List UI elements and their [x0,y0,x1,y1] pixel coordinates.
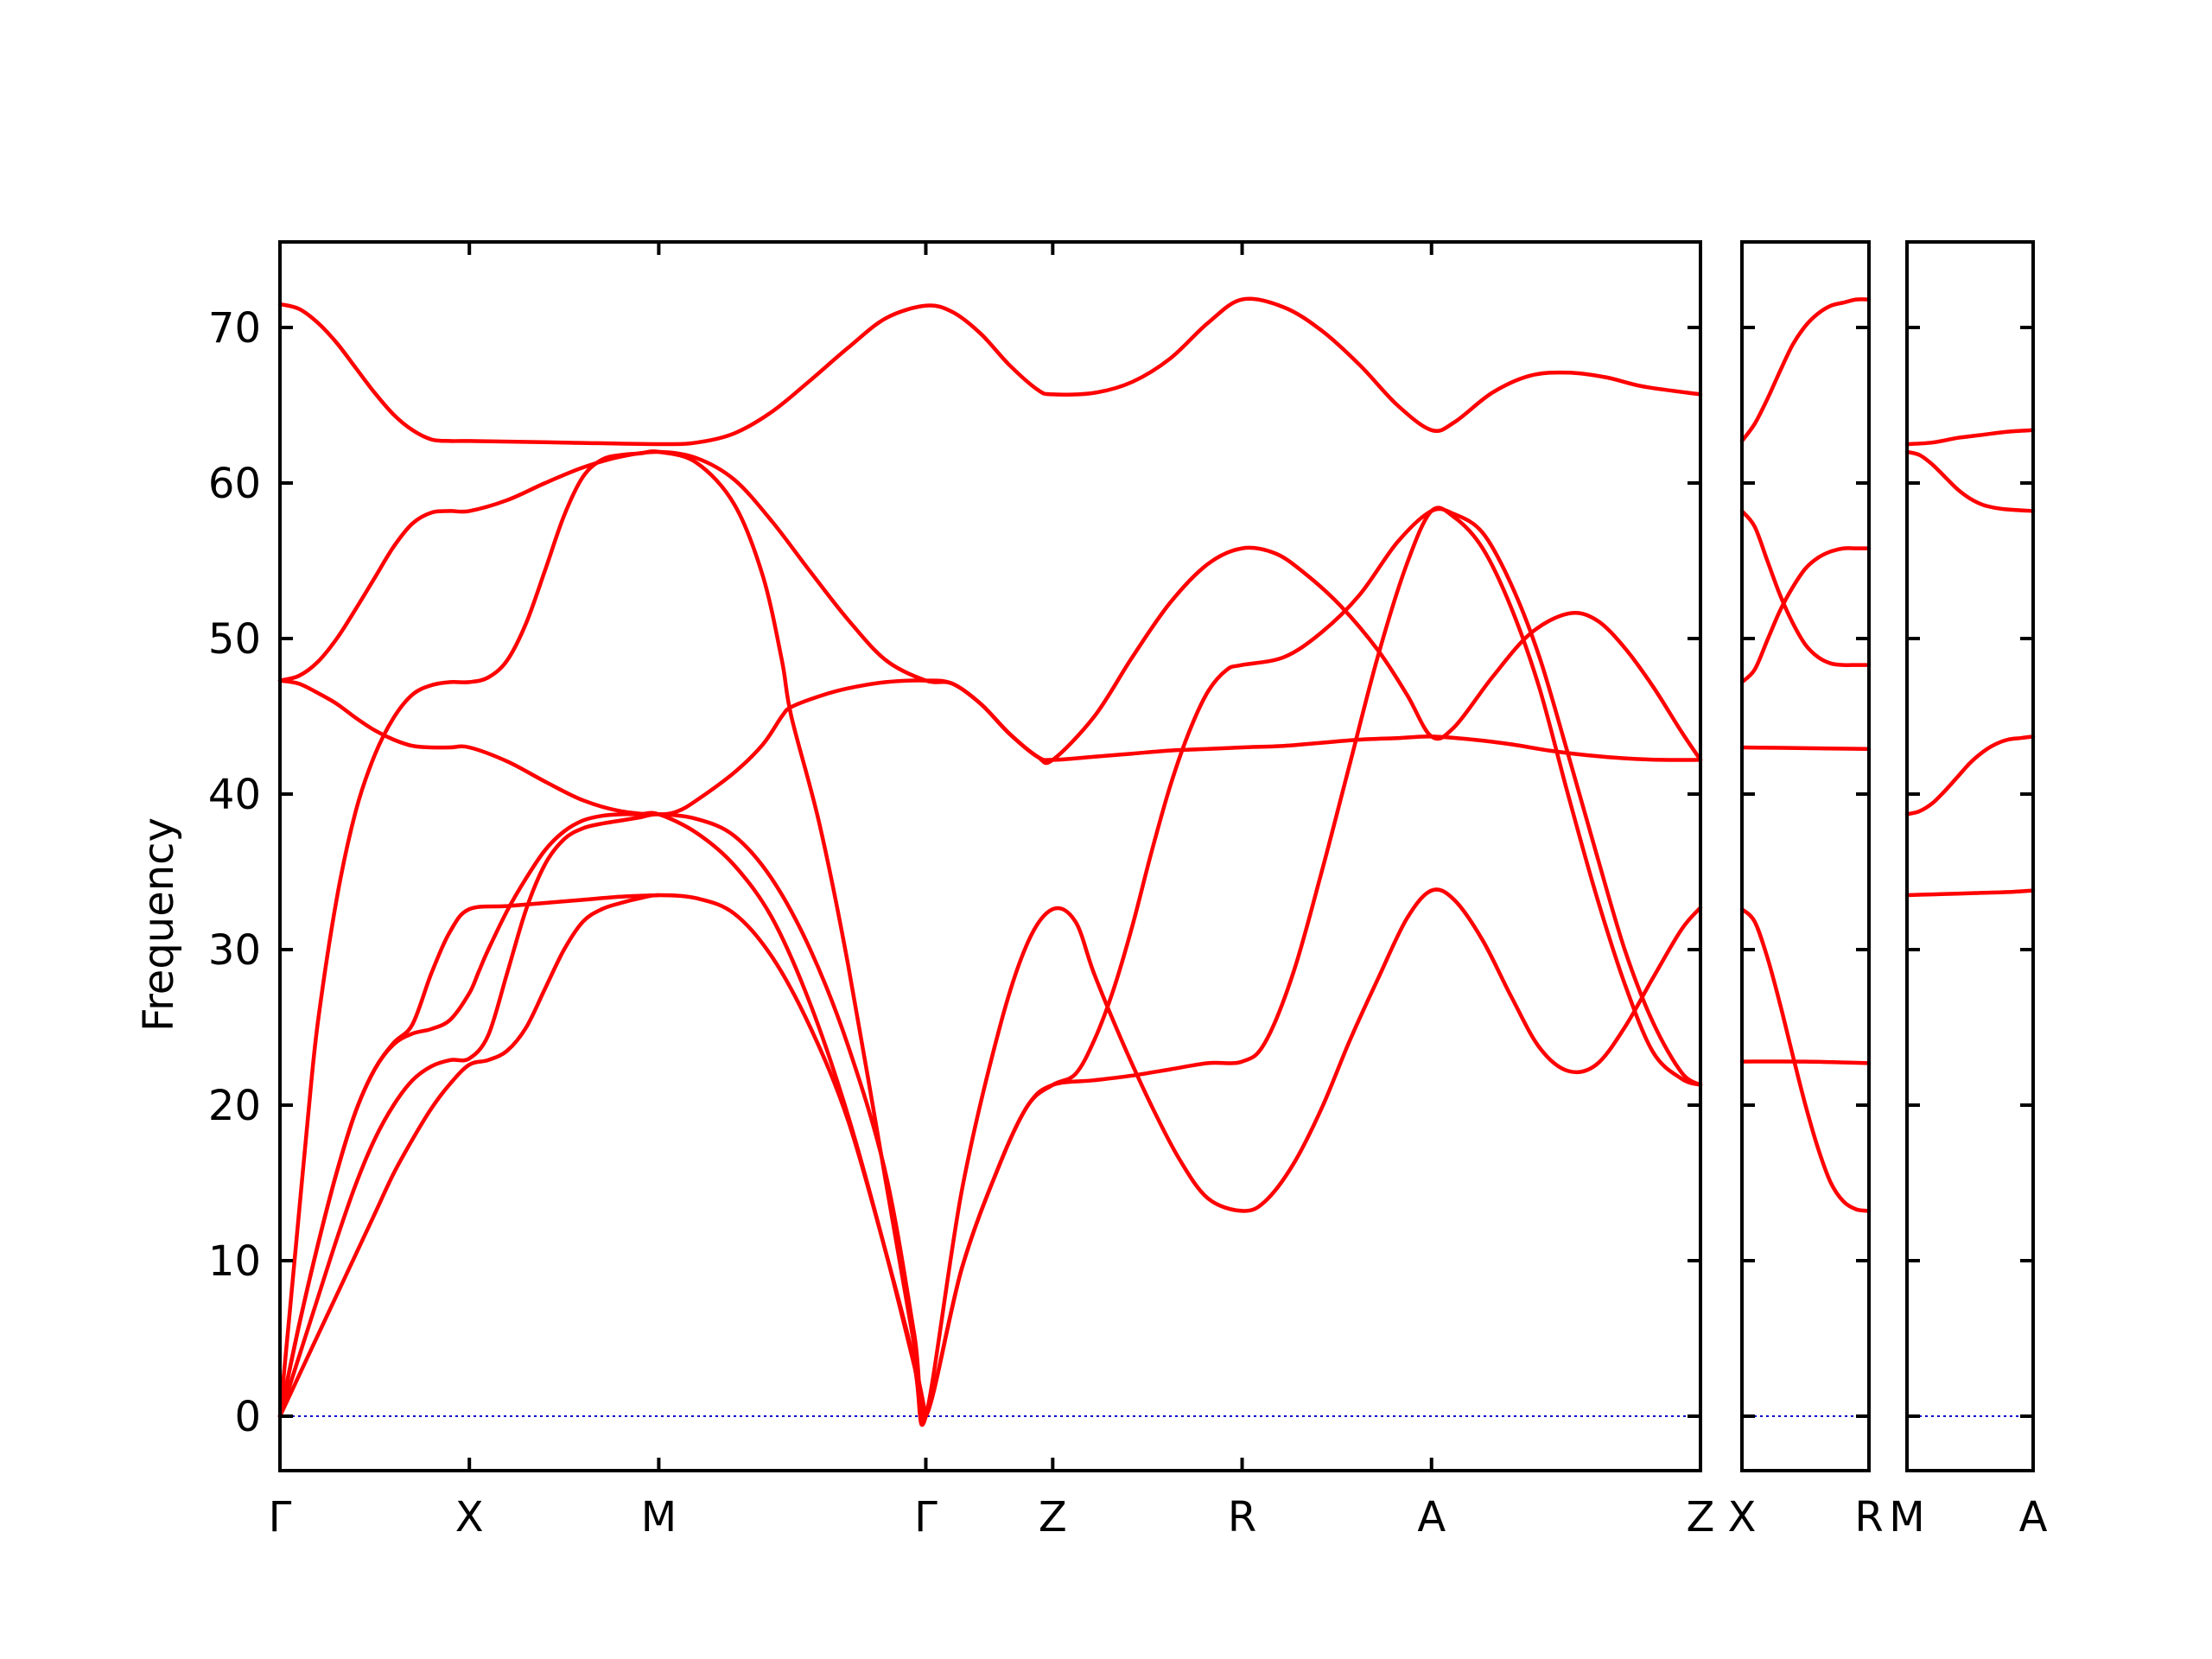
x-tick-label: A [2019,1493,2048,1541]
band-line-panel-1-5 [277,810,1703,1427]
y-tick-label: 0 [234,1393,261,1441]
axis-ticks [280,242,2033,1471]
band-line-panel-1-1 [277,296,1703,447]
y-tick-label: 20 [208,1082,261,1130]
x-tick-label: R [1854,1493,1883,1541]
band-line-panel-3-1 [1904,428,2036,447]
y-tick-label: 10 [208,1237,261,1286]
x-tick-label: Γ [269,1493,292,1541]
band-line-panel-1-8 [277,893,661,1419]
x-tick-label: M [641,1493,677,1541]
x-tick-label: X [455,1493,484,1541]
x-tick-label: Γ [914,1493,938,1541]
y-tick-label: 30 [208,926,261,975]
y-axis-label: Frequency [135,817,183,1032]
band-line-panel-3-4 [1904,888,2036,898]
x-tick-label: X [1728,1493,1757,1541]
x-tick-label: A [1417,1493,1446,1541]
band-line-panel-3-2 [1904,449,2036,513]
band-line-panel-1-4 [277,449,1703,1421]
panel-frames [278,240,2035,1472]
band-line-panel-2-2 [1739,509,1872,667]
panel-frame-3 [1905,240,2035,1472]
x-tick-label: Z [1039,1493,1067,1541]
band-line-panel-1-6 [277,505,1703,1421]
band-line-panel-2-4 [1739,745,1872,752]
panel-frame-2 [1740,240,1871,1472]
y-tick-label: 40 [208,771,261,819]
band-line-panel-3-3 [1904,734,2036,817]
band-lines [277,296,2036,1427]
x-tick-label: M [1889,1493,1924,1541]
band-line-panel-2-5 [1739,1059,1872,1065]
x-tick-label: R [1228,1493,1256,1541]
band-line-panel-1-7 [277,893,928,1419]
band-line-panel-1-3 [277,545,1703,817]
panel-frame-1 [278,240,1702,1472]
band-line-panel-2-1 [1739,297,1872,443]
band-line-panel-2-6 [1739,906,1872,1213]
x-tick-label: Z [1687,1493,1715,1541]
band-line-panel-2-3 [1739,546,1872,684]
y-tick-label: 70 [208,304,261,353]
y-tick-label: 60 [208,460,261,508]
y-tick-label: 50 [208,615,261,664]
